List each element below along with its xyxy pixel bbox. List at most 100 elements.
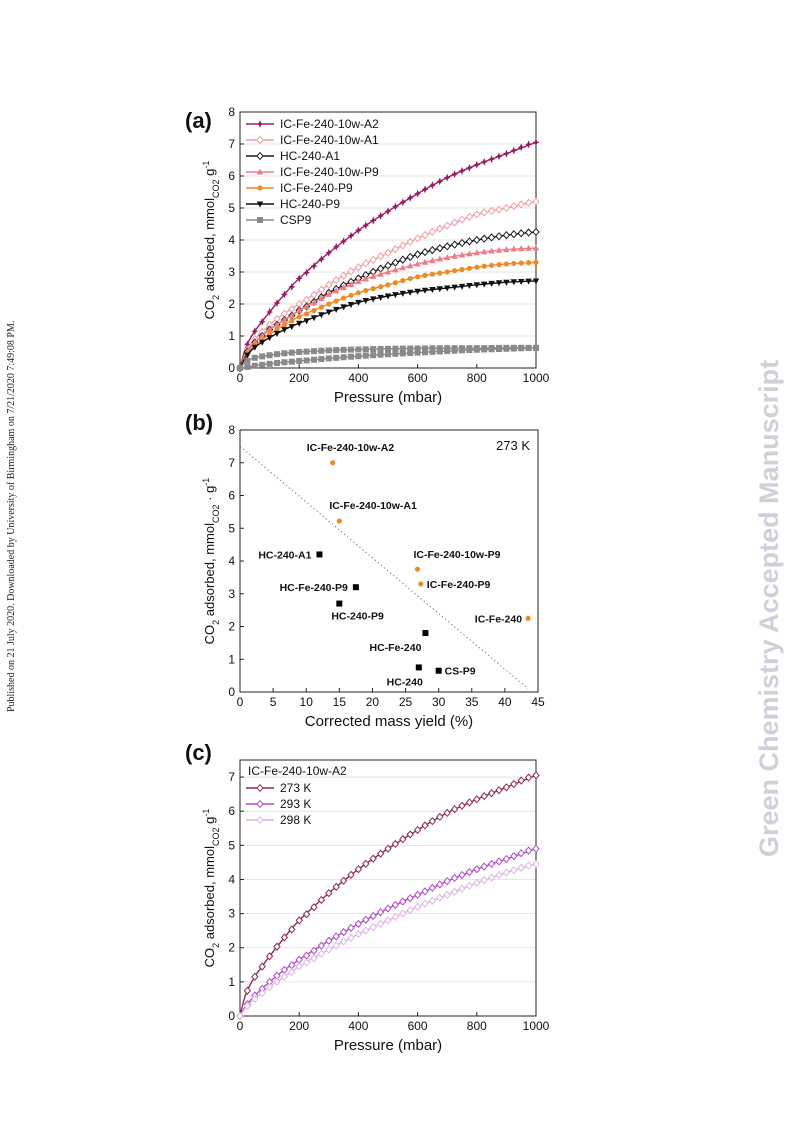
data-point [436, 893, 444, 902]
data-point [406, 830, 414, 839]
point-label: IC-Fe-240-10w-P9 [413, 549, 500, 561]
data-point [325, 248, 333, 257]
data-point [303, 348, 310, 355]
x-axis-label: Pressure (mbar) [334, 1037, 442, 1054]
data-point [399, 909, 407, 918]
chart-panel-2: 0 200 400 600 800 1000 0 1 2 3 4 5 6 7 Pressure (mbar)… [185, 740, 550, 1054]
data-point [288, 312, 295, 319]
data-point [503, 261, 509, 267]
x-tick-label: 200 [289, 371, 309, 385]
scatter-point [316, 551, 323, 558]
legend-label: IC-Fe-240-10w-A1 [280, 133, 379, 147]
data-point [355, 299, 362, 306]
data-point [451, 347, 458, 354]
data-point [251, 344, 258, 351]
data-point [333, 287, 340, 294]
data-point [318, 347, 325, 354]
legend-label: IC-Fe-240-10w-P9 [280, 165, 379, 179]
data-point [311, 356, 317, 363]
data-point [422, 345, 428, 352]
data-point [429, 287, 436, 293]
data-point [391, 900, 400, 910]
data-point [532, 278, 540, 285]
data-point [451, 284, 458, 291]
data-point [370, 286, 376, 292]
data-point [524, 861, 533, 870]
data-point [280, 972, 289, 981]
y-axis-label: CO2 adsorbed, mmolCO2 g-1 [201, 161, 221, 320]
data-point [444, 285, 451, 292]
temperature-annotation: 273 K [496, 438, 530, 453]
data-point [518, 278, 525, 285]
data-point [317, 941, 326, 950]
trend-line [239, 446, 529, 690]
point-label: HC-240 [387, 676, 423, 688]
data-point [243, 1001, 252, 1011]
y-tick-label: 2 [228, 297, 235, 311]
data-point [303, 268, 311, 277]
data-point [273, 330, 281, 337]
data-point [363, 287, 369, 294]
data-point [295, 962, 303, 971]
data-point [458, 870, 466, 880]
data-point [421, 258, 429, 265]
data-point [488, 280, 495, 287]
y-tick-label: 4 [228, 872, 235, 886]
data-point [502, 854, 511, 864]
data-point [459, 266, 465, 273]
data-point [495, 280, 503, 287]
data-point [436, 244, 444, 253]
x-tick-label: 400 [348, 371, 368, 385]
legend-label: HC-240-P9 [280, 197, 340, 211]
data-point [310, 903, 318, 912]
data-point [503, 279, 510, 286]
point-label: IC-Fe-240-10w-A2 [307, 442, 395, 454]
data-point [465, 237, 474, 246]
data-point [251, 994, 259, 1004]
data-point [266, 352, 273, 359]
data-point [399, 198, 407, 207]
data-point [384, 844, 392, 853]
data-point [473, 865, 481, 874]
data-point [348, 292, 354, 298]
data-point [237, 365, 243, 371]
y-tick-label: 5 [228, 521, 235, 535]
y-tick-label: 2 [228, 620, 235, 634]
data-point [325, 347, 332, 354]
data-point [377, 345, 384, 352]
data-point [340, 346, 347, 353]
data-point [266, 308, 274, 316]
scatter-point [418, 581, 424, 587]
scatter-point [415, 664, 422, 671]
y-tick-label: 4 [228, 233, 235, 247]
data-point [525, 278, 532, 285]
data-point [399, 350, 406, 357]
data-point [436, 812, 444, 822]
data-point [333, 354, 340, 361]
data-point [288, 358, 295, 365]
y-tick-label: 6 [228, 489, 235, 503]
data-point [354, 919, 363, 928]
data-point [266, 326, 273, 333]
x-tick-label: 40 [498, 695, 512, 709]
data-point [415, 274, 421, 280]
legend-label: CSP9 [280, 213, 312, 227]
data-point [429, 271, 435, 277]
data-point [436, 286, 443, 293]
data-point [474, 264, 480, 270]
data-point [473, 249, 480, 256]
legend-swatch-marker [257, 217, 263, 223]
data-point [376, 252, 385, 261]
data-point [406, 894, 414, 903]
data-point [428, 227, 437, 236]
data-point [273, 321, 281, 328]
data-point [510, 345, 517, 352]
data-point [385, 282, 391, 288]
x-tick-label: 200 [289, 1019, 309, 1033]
data-point [502, 203, 511, 213]
data-point [495, 205, 503, 214]
data-point [317, 255, 325, 264]
scatter-point [352, 584, 359, 591]
data-point [443, 242, 451, 251]
data-point [496, 262, 502, 268]
